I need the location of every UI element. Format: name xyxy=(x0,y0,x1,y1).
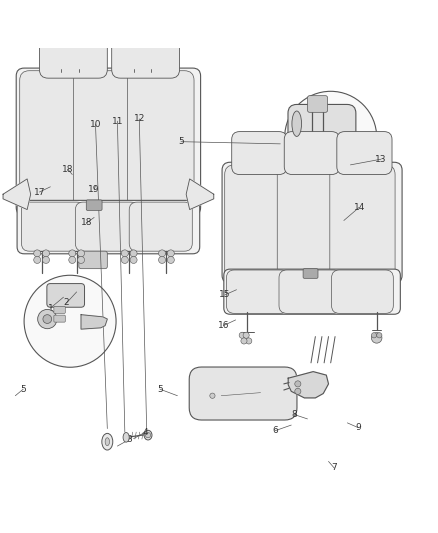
Circle shape xyxy=(121,250,128,257)
FancyBboxPatch shape xyxy=(232,132,287,174)
FancyBboxPatch shape xyxy=(112,28,180,78)
FancyBboxPatch shape xyxy=(330,165,395,280)
Text: 9: 9 xyxy=(355,423,361,432)
Circle shape xyxy=(243,332,249,338)
FancyBboxPatch shape xyxy=(21,202,85,251)
Circle shape xyxy=(241,338,247,344)
Ellipse shape xyxy=(105,438,110,446)
Ellipse shape xyxy=(123,432,129,442)
Circle shape xyxy=(145,432,151,438)
Text: 17: 17 xyxy=(34,188,45,197)
Polygon shape xyxy=(81,314,107,329)
FancyBboxPatch shape xyxy=(337,132,392,174)
Text: 5: 5 xyxy=(178,137,184,146)
Text: 2: 2 xyxy=(64,298,69,308)
Ellipse shape xyxy=(292,111,301,136)
Circle shape xyxy=(159,250,166,257)
Text: 7: 7 xyxy=(331,464,337,472)
Text: 15: 15 xyxy=(219,290,230,300)
Text: 5: 5 xyxy=(157,385,163,394)
Circle shape xyxy=(69,250,76,257)
Text: 13: 13 xyxy=(375,155,387,164)
FancyBboxPatch shape xyxy=(17,200,200,254)
FancyBboxPatch shape xyxy=(16,68,201,215)
FancyBboxPatch shape xyxy=(284,132,339,174)
Text: 18: 18 xyxy=(62,165,74,174)
Circle shape xyxy=(210,393,215,398)
Text: 19: 19 xyxy=(88,185,100,195)
Circle shape xyxy=(295,381,301,387)
FancyBboxPatch shape xyxy=(224,269,400,314)
Circle shape xyxy=(69,256,76,263)
Ellipse shape xyxy=(102,433,113,450)
Circle shape xyxy=(167,256,174,263)
FancyBboxPatch shape xyxy=(222,162,402,283)
FancyBboxPatch shape xyxy=(39,28,107,78)
Circle shape xyxy=(285,91,377,183)
Circle shape xyxy=(159,256,166,263)
Text: 11: 11 xyxy=(112,117,123,126)
Circle shape xyxy=(78,250,85,257)
Text: 6: 6 xyxy=(272,426,278,435)
FancyBboxPatch shape xyxy=(226,270,288,313)
FancyBboxPatch shape xyxy=(189,367,297,420)
Circle shape xyxy=(130,256,137,263)
FancyBboxPatch shape xyxy=(279,270,341,313)
FancyBboxPatch shape xyxy=(129,202,192,251)
Text: 1: 1 xyxy=(47,304,53,313)
Circle shape xyxy=(78,256,85,263)
Circle shape xyxy=(121,256,128,263)
Text: 12: 12 xyxy=(134,115,145,124)
Text: 18: 18 xyxy=(81,218,92,227)
Circle shape xyxy=(42,250,49,257)
FancyBboxPatch shape xyxy=(75,202,138,251)
Text: 4: 4 xyxy=(143,427,148,437)
Circle shape xyxy=(377,333,382,338)
FancyBboxPatch shape xyxy=(86,200,102,211)
Circle shape xyxy=(42,256,49,263)
Polygon shape xyxy=(3,179,31,209)
FancyBboxPatch shape xyxy=(54,306,65,313)
FancyBboxPatch shape xyxy=(277,165,343,280)
Circle shape xyxy=(24,275,116,367)
FancyBboxPatch shape xyxy=(307,96,328,112)
FancyBboxPatch shape xyxy=(79,251,107,269)
FancyBboxPatch shape xyxy=(127,71,194,211)
Polygon shape xyxy=(288,372,328,398)
FancyBboxPatch shape xyxy=(47,284,85,307)
Text: 3: 3 xyxy=(126,435,132,444)
Circle shape xyxy=(239,332,245,338)
Text: 8: 8 xyxy=(291,410,297,419)
Text: 14: 14 xyxy=(353,203,365,212)
Text: 10: 10 xyxy=(90,119,101,128)
Text: 16: 16 xyxy=(218,321,229,330)
Ellipse shape xyxy=(144,430,152,440)
FancyBboxPatch shape xyxy=(54,315,65,322)
Text: 5: 5 xyxy=(20,385,26,394)
Circle shape xyxy=(246,338,252,344)
Polygon shape xyxy=(186,179,214,209)
FancyBboxPatch shape xyxy=(303,269,318,278)
Circle shape xyxy=(371,333,377,338)
Circle shape xyxy=(130,250,137,257)
Circle shape xyxy=(34,256,41,263)
FancyBboxPatch shape xyxy=(332,270,393,313)
FancyBboxPatch shape xyxy=(20,71,86,211)
Circle shape xyxy=(34,250,41,257)
FancyBboxPatch shape xyxy=(74,71,140,211)
Circle shape xyxy=(167,250,174,257)
FancyBboxPatch shape xyxy=(288,104,356,143)
Circle shape xyxy=(43,314,52,324)
Circle shape xyxy=(371,333,382,343)
FancyBboxPatch shape xyxy=(225,165,290,280)
Circle shape xyxy=(38,310,57,329)
Circle shape xyxy=(295,388,301,394)
